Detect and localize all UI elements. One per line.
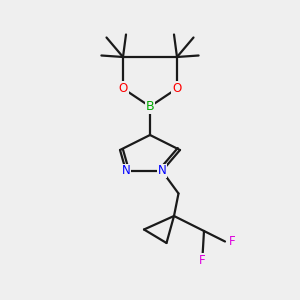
Text: O: O — [118, 82, 127, 95]
Text: N: N — [122, 164, 130, 178]
Text: N: N — [158, 164, 166, 178]
Text: F: F — [199, 254, 206, 267]
Text: F: F — [229, 235, 235, 248]
Text: O: O — [172, 82, 182, 95]
Text: B: B — [146, 100, 154, 113]
